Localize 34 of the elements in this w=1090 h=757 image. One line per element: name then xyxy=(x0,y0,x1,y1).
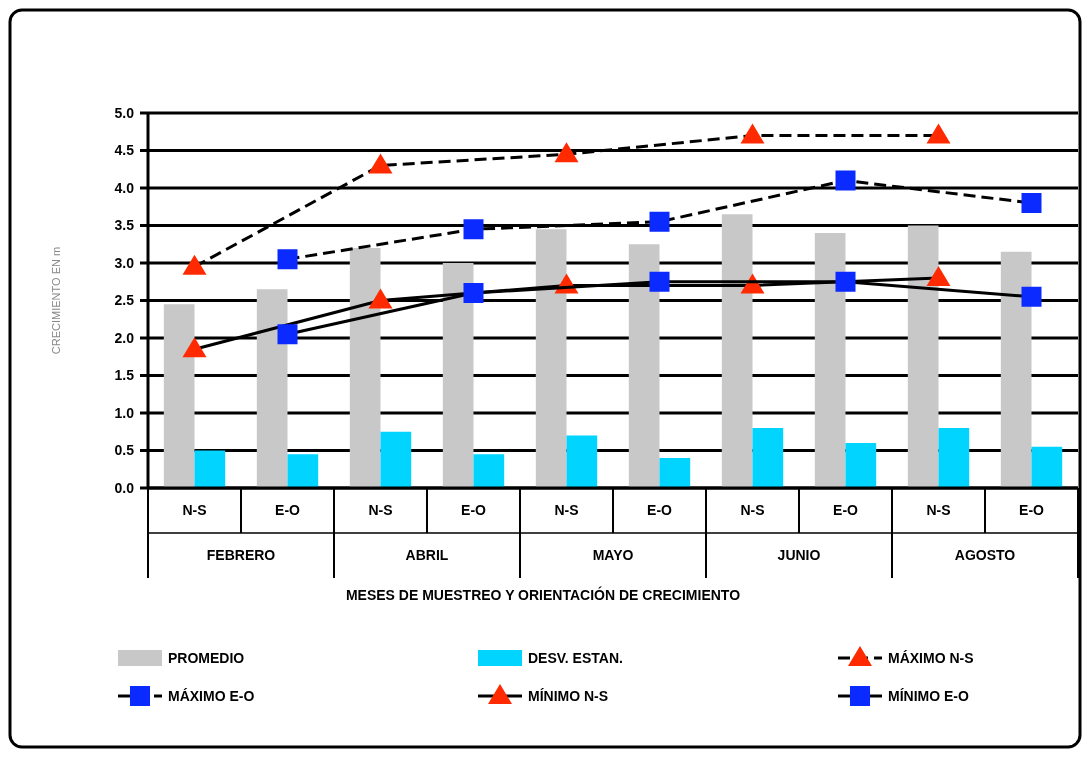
legend-label: MÍNIMO N-S xyxy=(528,687,609,704)
y-tick-label: 1.5 xyxy=(114,367,135,384)
x-tick-label: E-O xyxy=(647,502,673,518)
x-tick-label: N-S xyxy=(926,502,951,518)
legend-label: PROMEDIO xyxy=(168,649,245,666)
legend-label: MÍNIMO E-O xyxy=(888,687,969,704)
y-tick-label: 4.0 xyxy=(114,179,135,196)
text: AGOSTO xyxy=(954,547,1016,563)
y-tick-label: 3.5 xyxy=(114,217,135,234)
x-tick-label: N-S xyxy=(740,502,765,518)
y-tick-label: 1.0 xyxy=(114,404,135,421)
y-tick-label: 2.5 xyxy=(114,292,135,309)
y-tick-label: 0.0 xyxy=(114,479,135,496)
text: ABRIL xyxy=(405,547,449,563)
x-tick-label: N-S xyxy=(368,502,393,518)
y-tick-label: 0.5 xyxy=(114,442,135,459)
y-tick-label: 2.0 xyxy=(114,329,135,346)
text: JUNIO xyxy=(777,547,821,563)
legend-label: DESV. ESTAN. xyxy=(528,649,623,666)
x-tick-label: N-S xyxy=(182,502,207,518)
y-tick-label: 3.0 xyxy=(114,254,135,271)
y-tick-label: 4.5 xyxy=(114,142,135,159)
y-axis-title: CRECIMIENTO EN m xyxy=(50,246,62,355)
legend-label: MÁXIMO N-S xyxy=(888,649,974,666)
x-tick-label: E-O xyxy=(1019,502,1045,518)
legend-label: MÁXIMO E-O xyxy=(168,687,255,704)
y-tick-label: 5.0 xyxy=(114,104,135,121)
text: FEBRERO xyxy=(206,547,276,563)
x-tick-label: E-O xyxy=(833,502,859,518)
text: MAYO xyxy=(592,547,634,563)
x-tick-label: E-O xyxy=(461,502,487,518)
x-axis-title: MESES DE MUESTREO Y ORIENTACIÓN DE CRECIMIENTO xyxy=(345,586,741,603)
x-tick-label: N-S xyxy=(554,502,579,518)
x-tick-label: E-O xyxy=(275,502,301,518)
